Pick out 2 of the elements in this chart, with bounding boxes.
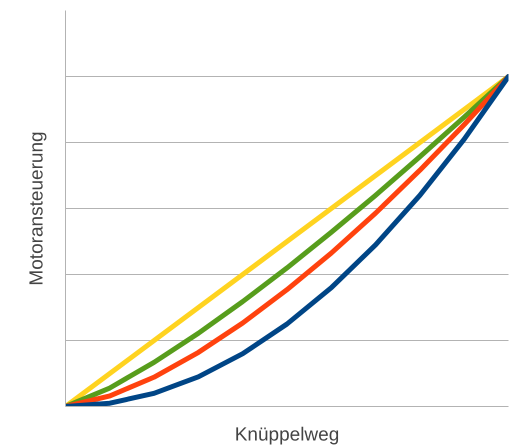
x-axis-title: Knüppelweg [234, 424, 340, 446]
y-axis-title: Motoransteuerung [26, 131, 48, 286]
